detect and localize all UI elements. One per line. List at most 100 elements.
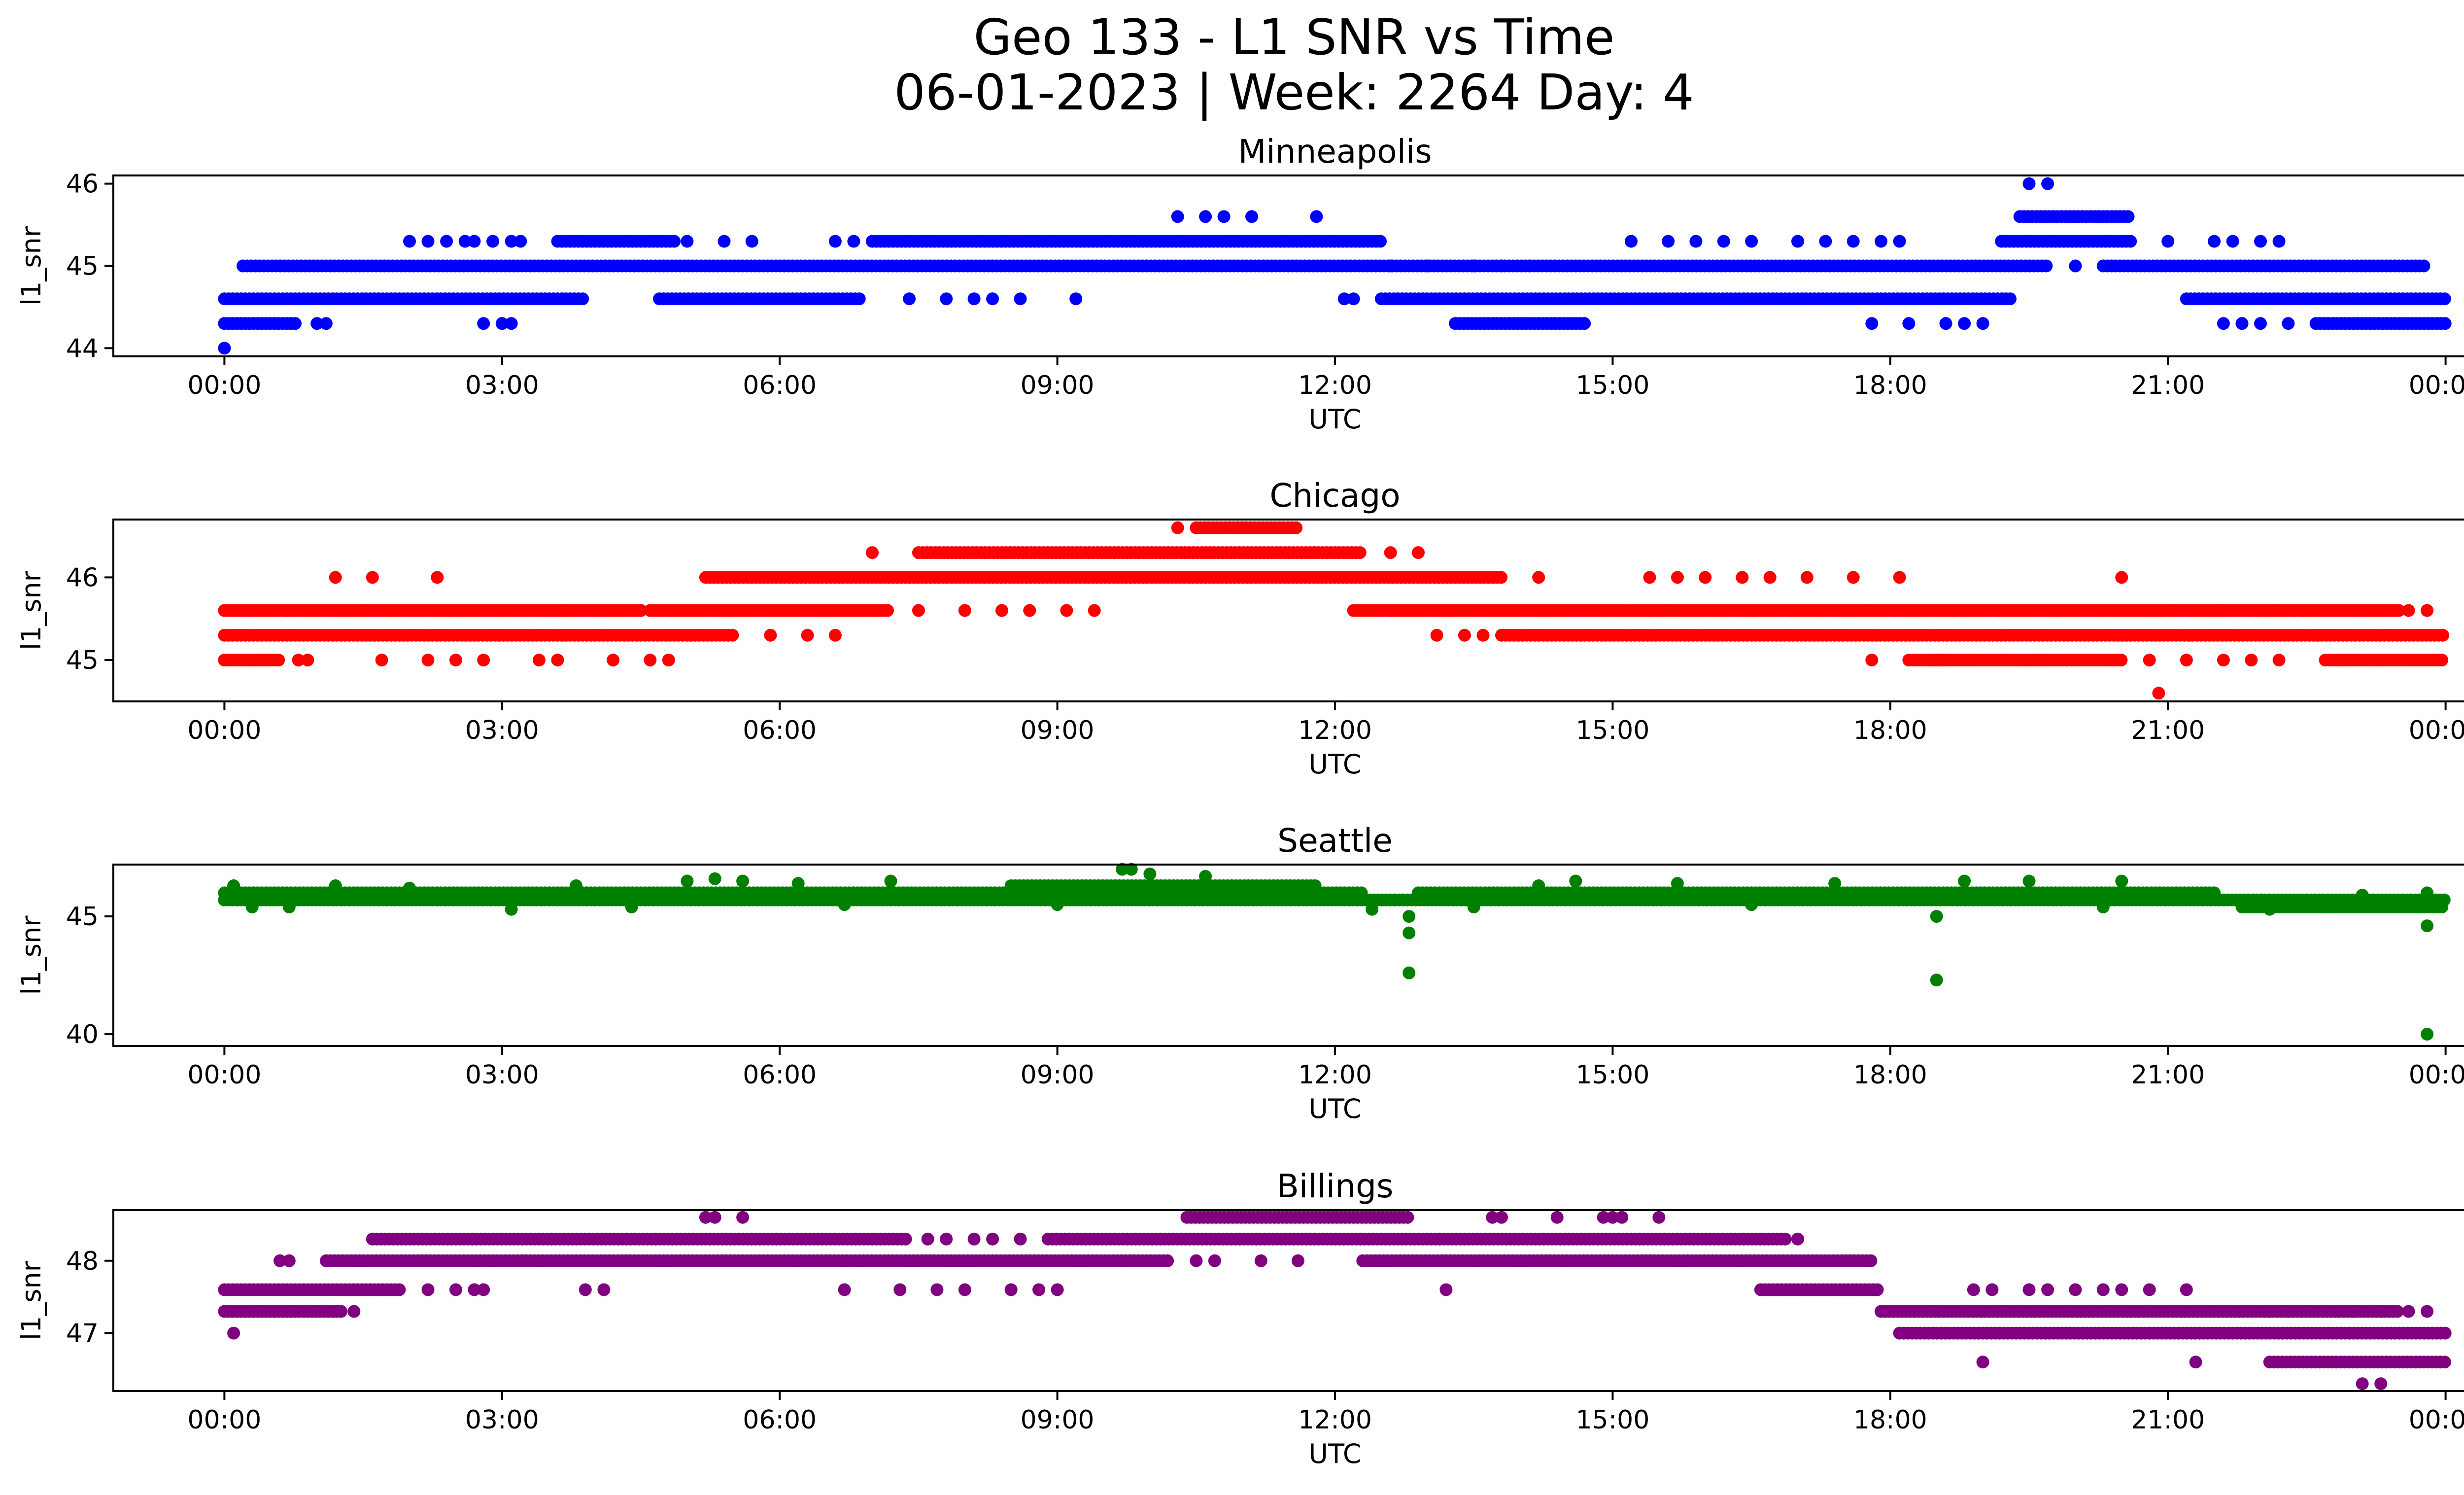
data-point <box>708 872 721 885</box>
data-point <box>1967 1283 1980 1296</box>
data-point <box>2022 874 2036 888</box>
data-point <box>634 604 648 617</box>
x-tick-label: 15:00 <box>1575 716 1649 745</box>
data-point <box>2217 654 2230 667</box>
data-point <box>1902 317 1916 330</box>
data-point <box>1495 259 1508 273</box>
data-point <box>838 1283 851 1296</box>
data-point <box>2421 919 2434 933</box>
data-point <box>2235 317 2249 330</box>
data-point <box>477 1283 490 1296</box>
x-tick-label: 03:00 <box>465 716 539 745</box>
x-tick-label: 03:00 <box>465 1060 539 1090</box>
data-point <box>2254 235 2267 248</box>
data-point <box>828 628 842 642</box>
data-point <box>1171 210 1184 223</box>
data-point <box>2435 654 2449 667</box>
data-point <box>505 903 518 916</box>
data-point <box>1569 874 1582 888</box>
x-axis-label: UTC <box>1308 1093 1361 1124</box>
data-point <box>1032 1283 1045 1296</box>
data-point <box>282 901 296 913</box>
data-point <box>668 235 681 248</box>
data-point <box>1430 628 1443 642</box>
data-point <box>1958 317 1971 330</box>
x-tick-label: 00:00 <box>187 371 261 400</box>
data-point <box>514 235 527 248</box>
data-point <box>218 342 231 355</box>
data-point <box>2208 886 2221 900</box>
data-point <box>366 571 379 584</box>
data-point <box>1401 1211 1414 1224</box>
data-point <box>301 654 314 667</box>
data-point <box>1116 863 1129 876</box>
data-point <box>912 604 925 617</box>
data-point <box>2115 1283 2128 1296</box>
data-point <box>958 1283 971 1296</box>
data-point <box>1199 869 1212 883</box>
data-point <box>607 654 620 667</box>
data-point <box>227 1326 240 1340</box>
figure-title-line-1: Geo 133 - L1 SNR vs Time <box>974 8 1615 66</box>
data-point <box>2421 886 2434 900</box>
x-tick-label: 12:00 <box>1298 371 1372 400</box>
data-point <box>2096 1283 2110 1296</box>
x-tick-label: 00:00 <box>2409 371 2464 400</box>
data-point <box>2124 235 2137 248</box>
data-point <box>1597 1211 1610 1224</box>
data-point <box>2282 317 2295 330</box>
data-point <box>2421 1305 2434 1318</box>
data-point <box>2392 604 2405 617</box>
data-point <box>579 1283 592 1296</box>
data-point <box>1439 1283 1453 1296</box>
data-point <box>2346 1305 2360 1318</box>
data-point <box>403 235 416 248</box>
data-point <box>2436 628 2449 642</box>
y-axis-label: l1_snr <box>16 226 47 306</box>
data-point <box>551 654 564 667</box>
data-point <box>853 292 866 306</box>
data-point <box>1051 1283 1064 1296</box>
data-point <box>449 1283 462 1296</box>
data-point <box>847 235 860 248</box>
data-point <box>597 1283 611 1296</box>
data-point <box>1615 1211 1629 1224</box>
data-point <box>1014 292 1027 306</box>
data-points <box>218 1211 2452 1391</box>
data-point <box>1532 571 1545 584</box>
data-point <box>2180 1283 2193 1296</box>
y-tick-label: 45 <box>66 646 99 675</box>
data-point <box>681 235 694 248</box>
data-point <box>2069 1283 2082 1296</box>
data-point <box>2115 874 2128 888</box>
y-axis-label: l1_snr <box>16 1260 47 1340</box>
data-point <box>1671 877 1684 890</box>
data-point <box>468 1283 481 1296</box>
figure-title-line-2: 06-01-2023 | Week: 2264 Day: 4 <box>894 64 1694 121</box>
data-point <box>801 628 814 642</box>
data-point <box>1476 628 1490 642</box>
data-point <box>1930 973 1943 987</box>
data-point <box>2374 1377 2388 1391</box>
subplot-title: Billings <box>1277 1167 1394 1205</box>
x-tick-label: 21:00 <box>2131 1405 2205 1435</box>
data-point <box>393 1283 406 1296</box>
data-point <box>1310 210 1323 223</box>
data-point <box>245 901 259 913</box>
data-point <box>1717 235 1730 248</box>
data-point <box>1699 571 1712 584</box>
data-point <box>921 1232 934 1246</box>
data-point <box>2152 687 2165 700</box>
x-tick-label: 03:00 <box>465 371 539 400</box>
data-point <box>881 604 894 617</box>
data-point <box>1290 521 1303 534</box>
data-point <box>958 604 971 617</box>
data-point <box>2040 259 2053 273</box>
data-point <box>1458 628 1471 642</box>
data-point <box>458 235 472 248</box>
data-point <box>1088 604 1101 617</box>
data-point <box>2438 1326 2452 1340</box>
